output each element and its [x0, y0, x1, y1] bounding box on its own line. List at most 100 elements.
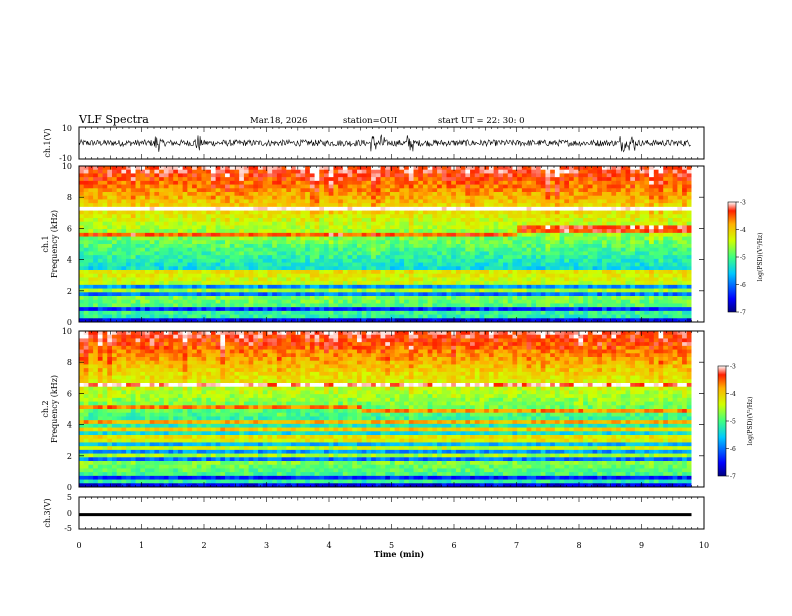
spectrogram-cell	[159, 229, 164, 233]
spectrogram-cell	[418, 214, 423, 218]
spectrogram-cell	[164, 259, 169, 263]
spectrogram-cell	[121, 263, 126, 267]
spectrogram-cell	[418, 170, 423, 174]
spectrogram-cell	[597, 244, 602, 248]
spectrogram-cell	[475, 285, 480, 289]
spectrogram-cell	[357, 296, 362, 300]
spectrogram-cell	[508, 300, 513, 304]
spectrogram-cell	[531, 281, 536, 285]
spectrogram-cell	[178, 251, 183, 255]
spectrogram-cell	[220, 218, 225, 222]
spectrogram-cell	[103, 307, 108, 311]
spectrogram-cell	[484, 222, 489, 226]
spectrogram-cell	[343, 255, 348, 259]
spectrogram-cell	[136, 289, 141, 293]
spectrogram-cell	[366, 177, 371, 181]
spectrogram-cell	[512, 277, 517, 281]
spectrogram-cell	[93, 281, 98, 285]
spectrogram-cell	[145, 218, 150, 222]
spectrogram-cell	[150, 303, 155, 307]
spectrogram-cell	[253, 311, 258, 315]
spectrogram-cell	[574, 266, 579, 270]
spectrogram-cell	[187, 289, 192, 293]
spectrogram-cell	[451, 240, 456, 244]
spectrogram-cell	[84, 303, 89, 307]
spectrogram-cell	[145, 285, 150, 289]
spectrogram-cell	[126, 192, 131, 196]
spectrogram-cell	[371, 188, 376, 192]
spectrogram-cell	[216, 233, 221, 237]
spectrogram-cell	[555, 248, 560, 252]
spectrogram-cell	[315, 303, 320, 307]
spectrogram-cell	[187, 248, 192, 252]
spectrogram-cell	[541, 311, 546, 315]
spectrogram-cell	[183, 274, 188, 278]
spectrogram-cell	[560, 211, 565, 215]
spectrogram-cell	[602, 244, 607, 248]
spectrogram-cell	[206, 222, 211, 226]
spectrogram-cell	[611, 196, 616, 200]
spectrogram-cell	[88, 263, 93, 267]
spectrogram-cell	[611, 237, 616, 241]
spectrogram-cell	[296, 181, 301, 185]
spectrogram-cell	[597, 173, 602, 177]
spectrogram-cell	[107, 233, 112, 237]
spectrogram-cell	[234, 218, 239, 222]
spectrogram-cell	[602, 296, 607, 300]
spectrogram-cell	[159, 307, 164, 311]
spectrogram-cell	[494, 270, 499, 274]
spectrogram-cell	[192, 251, 197, 255]
spectrogram-cell	[244, 196, 249, 200]
spectrogram-cell	[300, 173, 305, 177]
spectrogram-cell	[103, 225, 108, 229]
spectrogram-cell	[159, 173, 164, 177]
spectrogram-cell	[258, 185, 263, 189]
spectrogram-cell	[522, 266, 527, 270]
spectrogram-cell	[286, 181, 291, 185]
spectrogram-cell	[296, 315, 301, 319]
spectrogram-cell	[390, 207, 395, 211]
spectrogram-cell	[197, 214, 202, 218]
spectrogram-cell	[159, 259, 164, 263]
spectrogram-cell	[112, 225, 117, 229]
spectrogram-cell	[244, 240, 249, 244]
spectrogram-cell	[93, 255, 98, 259]
spectrogram-cell	[197, 199, 202, 203]
spectrogram-cell	[578, 274, 583, 278]
spectrogram-cell	[88, 315, 93, 319]
spectrogram-cell	[136, 211, 141, 215]
spectrogram-cell	[173, 199, 178, 203]
spectrogram-cell	[145, 203, 150, 207]
spectrogram-cell	[381, 185, 386, 189]
spectrogram-cell	[409, 199, 414, 203]
spectrogram-cell	[282, 240, 287, 244]
spectrogram-cell	[611, 266, 616, 270]
spectrogram-cell	[131, 285, 136, 289]
spectrogram-cell	[357, 240, 362, 244]
spectrogram-cell	[399, 266, 404, 270]
spectrogram-cell	[329, 233, 334, 237]
spectrogram-cell	[414, 277, 419, 281]
spectrogram-cell	[150, 263, 155, 267]
spectrogram-cell	[211, 303, 216, 307]
spectrogram-cell	[117, 274, 122, 278]
spectrogram-cell	[206, 270, 211, 274]
spectrogram-cell	[178, 270, 183, 274]
spectrogram-cell	[117, 248, 122, 252]
spectrogram-cell	[216, 255, 221, 259]
spectrogram-cell	[423, 315, 428, 319]
spectrogram-cell	[173, 277, 178, 281]
spectrogram-cell	[225, 240, 230, 244]
spectrogram-cell	[423, 248, 428, 252]
spectrogram-cell	[103, 181, 108, 185]
spectrogram-cell	[418, 237, 423, 241]
spectrogram-cell	[98, 170, 103, 174]
spectrogram-cell	[607, 296, 612, 300]
spectrogram-cell	[461, 281, 466, 285]
spectrogram-cell	[164, 207, 169, 211]
spectrogram-cell	[282, 185, 287, 189]
spectrogram-cell	[404, 300, 409, 304]
spectrogram-cell	[103, 292, 108, 296]
spectrogram-cell	[484, 170, 489, 174]
spectrogram-cell	[545, 270, 550, 274]
